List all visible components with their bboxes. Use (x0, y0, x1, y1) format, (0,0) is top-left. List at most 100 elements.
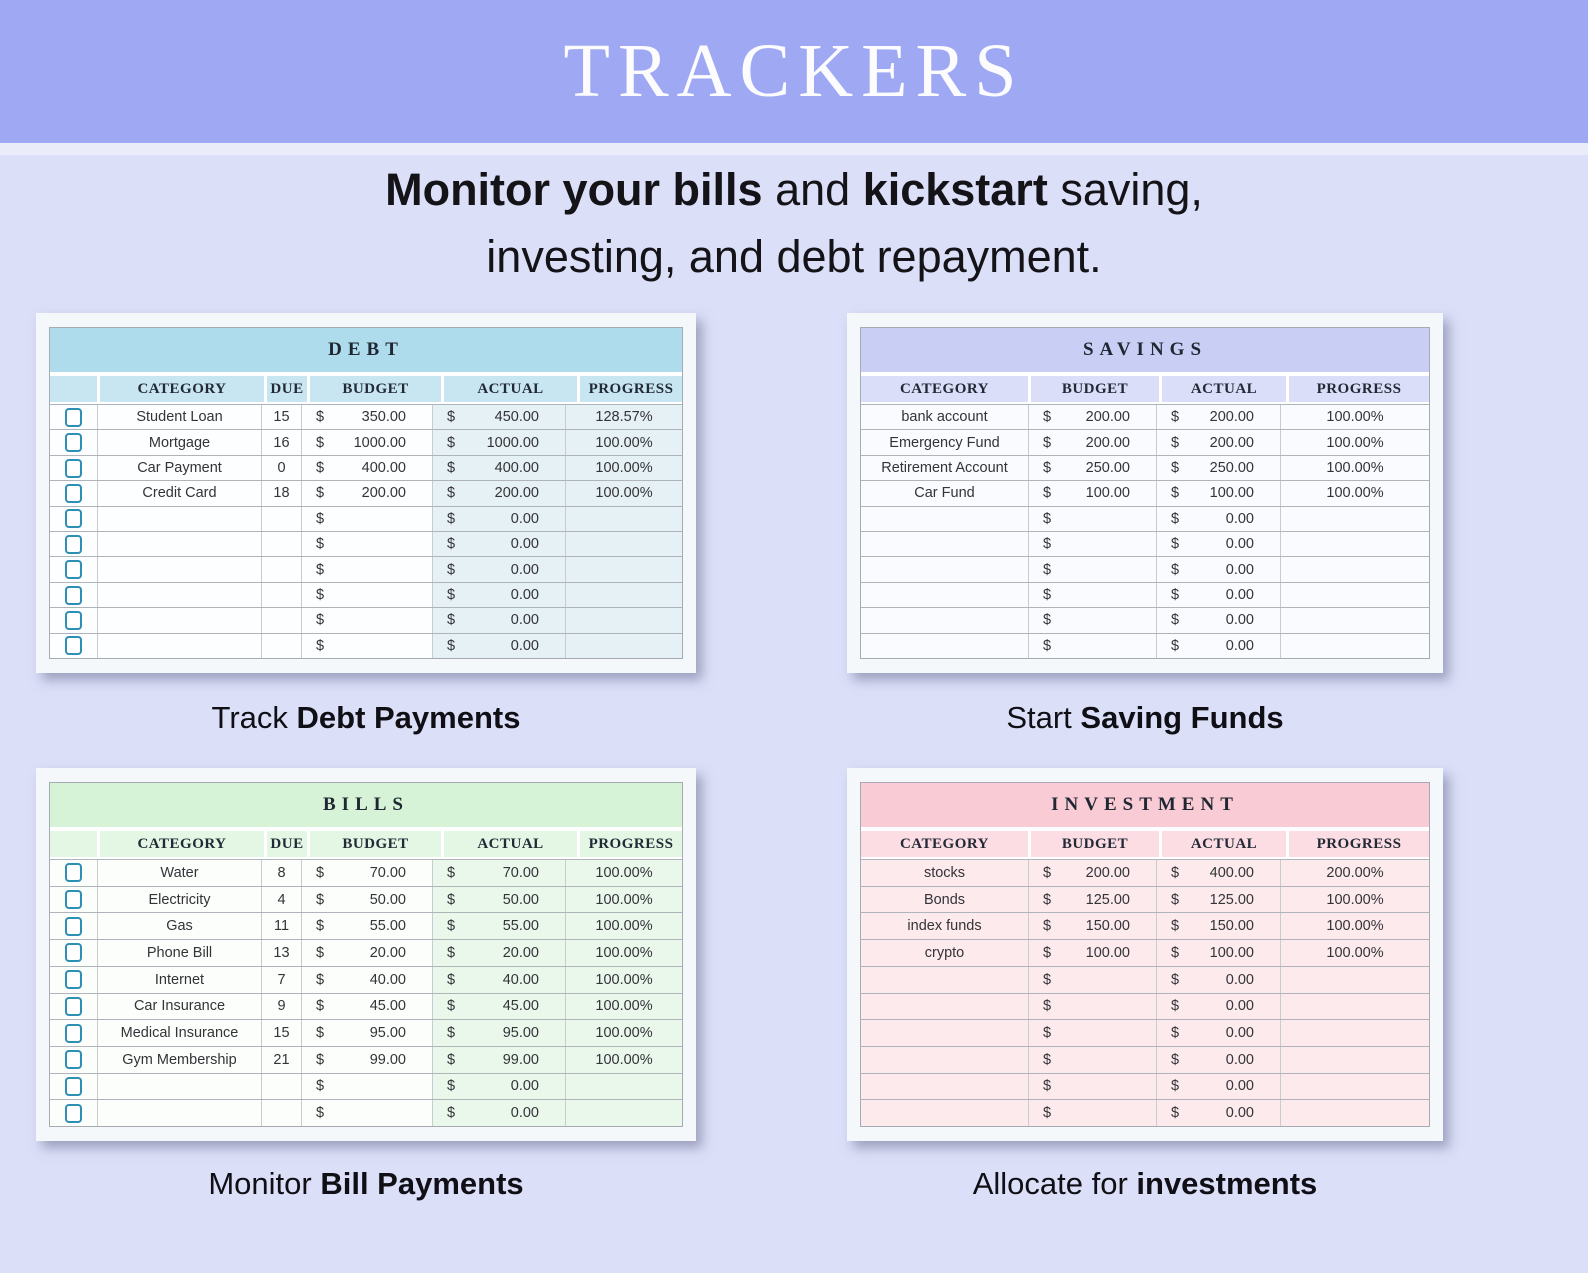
budget-cell: $ (301, 608, 432, 633)
budget-value: 20.00 (369, 944, 406, 961)
category-cell (861, 582, 1028, 608)
page-title: TRACKERS (563, 29, 1025, 113)
currency-symbol: $ (1171, 998, 1180, 1015)
currency-symbol: $ (1043, 587, 1052, 604)
row-checkbox[interactable] (65, 407, 82, 427)
progress-cell (1280, 1046, 1429, 1073)
savings-caption-segment-1: Saving Funds (1080, 700, 1284, 735)
actual-cell: $0.00 (1156, 1046, 1280, 1073)
currency-symbol: $ (1043, 1105, 1052, 1122)
actual-cell: $200.00 (1156, 405, 1280, 430)
currency-symbol: $ (447, 587, 456, 604)
actual-cell: $1000.00 (432, 430, 565, 455)
row-checkbox[interactable] (65, 433, 82, 453)
progress-cell: 100.00% (565, 860, 682, 886)
budget-cell: $ (1028, 1073, 1156, 1100)
actual-cell: $0.00 (1156, 506, 1280, 532)
progress-cell: 100.00% (1280, 405, 1429, 430)
row-checkbox[interactable] (65, 534, 82, 554)
currency-symbol: $ (316, 998, 325, 1015)
currency-symbol: $ (447, 612, 456, 629)
checkbox-column-header (50, 376, 97, 402)
currency-symbol: $ (316, 434, 325, 451)
currency-symbol: $ (1043, 998, 1052, 1015)
checkbox-cell (50, 860, 97, 886)
progress-cell: 200.00% (1280, 860, 1429, 886)
budget-cell: $20.00 (301, 940, 432, 966)
row-checkbox[interactable] (65, 916, 82, 936)
due-cell: 9 (261, 993, 301, 1020)
currency-symbol: $ (447, 637, 456, 654)
savings-tracker-card: SAVINGS CATEGORY BUDGET ACTUAL PROGRESS bank … (847, 313, 1443, 673)
budget-cell: $99.00 (301, 1046, 432, 1073)
table-row: bank account $200.00 $200.00 100.00% (861, 404, 1429, 430)
subtitle-line-2-segment-0: investing, and debt repayment. (486, 231, 1102, 282)
row-checkbox[interactable] (65, 1076, 82, 1096)
category-cell (861, 506, 1028, 532)
row-checkbox[interactable] (65, 636, 82, 656)
currency-symbol: $ (1043, 434, 1052, 451)
actual-cell: $0.00 (432, 532, 565, 557)
due-cell: 7 (261, 966, 301, 993)
debt-table-title: DEBT (50, 328, 682, 372)
actual-cell: $0.00 (432, 557, 565, 582)
actual-cell: $0.00 (432, 582, 565, 608)
actual-value: 0.00 (1225, 587, 1254, 604)
budget-cell: $100.00 (1028, 481, 1156, 506)
row-checkbox[interactable] (65, 996, 82, 1016)
savings-caption: Start Saving Funds (847, 700, 1443, 736)
row-checkbox[interactable] (65, 970, 82, 990)
row-checkbox[interactable] (65, 483, 82, 503)
actual-value: 200.00 (1209, 434, 1254, 451)
budget-value: 350.00 (361, 409, 406, 426)
actual-cell: $400.00 (432, 455, 565, 481)
checkbox-cell (50, 430, 97, 455)
row-checkbox[interactable] (65, 1023, 82, 1043)
actual-cell: $0.00 (1156, 1100, 1280, 1127)
budget-value: 99.00 (369, 1051, 406, 1068)
currency-symbol: $ (447, 485, 456, 502)
investment-tracker-card: INVESTMENT CATEGORY BUDGET ACTUAL PROGRESS st… (847, 768, 1443, 1141)
currency-symbol: $ (316, 944, 325, 961)
budget-cell: $ (1028, 1020, 1156, 1046)
actual-cell: $20.00 (432, 940, 565, 966)
progress-cell: 100.00% (565, 430, 682, 455)
currency-symbol: $ (316, 561, 325, 578)
column-header-budget: BUDGET (310, 376, 441, 402)
table-row: $ $0.00 (50, 607, 682, 633)
currency-symbol: $ (1171, 891, 1180, 908)
row-checkbox[interactable] (65, 610, 82, 630)
currency-symbol: $ (316, 891, 325, 908)
progress-cell: 100.00% (1280, 913, 1429, 940)
budget-cell: $ (301, 1100, 432, 1127)
currency-symbol: $ (1171, 637, 1180, 654)
bills-table: BILLS CATEGORY DUE BUDGET ACTUAL PROGRESS Wate… (49, 782, 683, 1127)
currency-symbol: $ (1171, 587, 1180, 604)
actual-cell: $200.00 (1156, 430, 1280, 455)
row-checkbox[interactable] (65, 458, 82, 478)
category-cell (861, 557, 1028, 582)
due-cell: 13 (261, 940, 301, 966)
row-checkbox[interactable] (65, 890, 82, 910)
column-header-due: DUE (267, 376, 307, 402)
actual-cell: $55.00 (432, 913, 565, 940)
column-header-progress: PROGRESS (1289, 831, 1429, 857)
row-checkbox[interactable] (65, 1103, 82, 1123)
table-row: Car Fund $100.00 $100.00 100.00% (861, 480, 1429, 506)
row-checkbox[interactable] (65, 1050, 82, 1070)
currency-symbol: $ (316, 1105, 325, 1122)
row-checkbox[interactable] (65, 863, 82, 883)
progress-cell (565, 633, 682, 659)
row-checkbox[interactable] (65, 509, 82, 529)
checkbox-cell (50, 1046, 97, 1073)
due-cell (261, 506, 301, 532)
due-cell (261, 582, 301, 608)
actual-value: 100.00 (1209, 944, 1254, 961)
row-checkbox[interactable] (65, 585, 82, 605)
category-cell: Emergency Fund (861, 430, 1028, 455)
actual-value: 0.00 (510, 1078, 539, 1095)
row-checkbox[interactable] (65, 560, 82, 580)
row-checkbox[interactable] (65, 943, 82, 963)
actual-cell: $450.00 (432, 405, 565, 430)
subtitle-line-1-segment-0: Monitor your bills (385, 164, 763, 215)
